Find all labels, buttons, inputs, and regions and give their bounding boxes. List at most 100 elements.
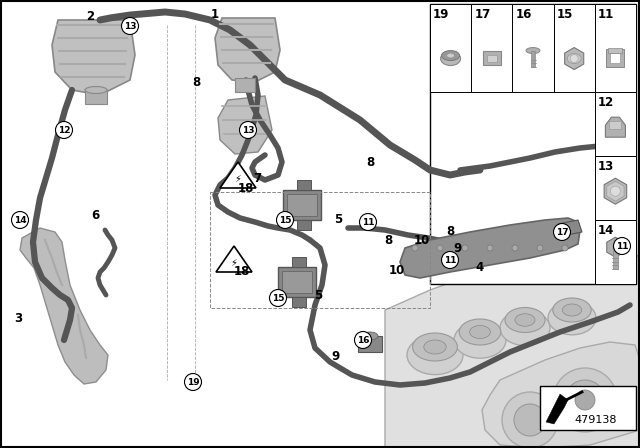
Circle shape [514, 404, 546, 436]
Ellipse shape [413, 333, 458, 361]
Text: 13: 13 [124, 22, 136, 30]
Text: 12: 12 [58, 125, 70, 134]
Text: 9: 9 [454, 241, 462, 254]
Circle shape [12, 211, 29, 228]
Bar [210, 192, 430, 308]
Circle shape [562, 245, 568, 251]
Circle shape [565, 380, 605, 420]
Bar [487, 55, 497, 61]
Circle shape [355, 332, 371, 349]
Text: 18: 18 [234, 264, 250, 277]
Text: 10: 10 [414, 233, 430, 246]
Circle shape [554, 224, 570, 241]
Polygon shape [20, 228, 108, 384]
Text: 11: 11 [598, 8, 614, 21]
Ellipse shape [500, 310, 550, 345]
Ellipse shape [548, 301, 596, 335]
Ellipse shape [460, 319, 501, 345]
Text: 6: 6 [91, 208, 99, 221]
Circle shape [502, 392, 558, 448]
Text: 15: 15 [272, 293, 284, 302]
Text: 15: 15 [557, 8, 573, 21]
Bar [430, 4, 471, 92]
Ellipse shape [515, 314, 535, 326]
Circle shape [512, 245, 518, 251]
Bar [287, 194, 317, 216]
Bar [430, 4, 636, 284]
Bar [297, 220, 311, 230]
Polygon shape [385, 250, 640, 448]
Polygon shape [605, 117, 625, 137]
Text: 19: 19 [433, 8, 449, 21]
Polygon shape [220, 162, 256, 188]
Polygon shape [52, 20, 135, 95]
Circle shape [269, 289, 287, 306]
Ellipse shape [553, 298, 591, 322]
Ellipse shape [407, 336, 463, 375]
Circle shape [239, 121, 257, 138]
Text: 12: 12 [598, 96, 614, 109]
Bar [609, 121, 621, 129]
Circle shape [437, 245, 443, 251]
Ellipse shape [442, 51, 460, 60]
Bar [282, 271, 312, 293]
Polygon shape [215, 18, 280, 82]
Text: 17: 17 [474, 8, 490, 21]
Text: 13: 13 [598, 160, 614, 173]
Circle shape [575, 390, 595, 410]
Polygon shape [400, 218, 580, 278]
Bar [540, 386, 636, 430]
Text: 11: 11 [362, 217, 374, 227]
Text: 7: 7 [253, 172, 261, 185]
Circle shape [611, 186, 620, 196]
Circle shape [487, 245, 493, 251]
Text: 17: 17 [556, 228, 568, 237]
Text: 18: 18 [238, 181, 254, 194]
Polygon shape [218, 96, 272, 154]
Circle shape [537, 245, 543, 251]
Text: 479138: 479138 [575, 415, 617, 425]
Text: 14: 14 [598, 224, 614, 237]
Ellipse shape [440, 52, 461, 65]
Text: 3: 3 [14, 311, 22, 324]
Circle shape [360, 214, 376, 231]
Text: 15: 15 [279, 215, 291, 224]
Ellipse shape [505, 307, 545, 332]
Ellipse shape [563, 304, 582, 316]
Circle shape [56, 121, 72, 138]
Text: 16: 16 [356, 336, 369, 345]
Circle shape [570, 55, 578, 63]
Bar [235, 78, 255, 92]
Text: 8: 8 [384, 233, 392, 246]
Ellipse shape [85, 86, 107, 94]
Polygon shape [482, 342, 640, 448]
Circle shape [186, 375, 200, 389]
Text: 4: 4 [476, 260, 484, 273]
Circle shape [462, 245, 468, 251]
Bar [513, 4, 554, 92]
Circle shape [184, 374, 202, 391]
Bar [292, 297, 306, 307]
Text: 14: 14 [13, 215, 26, 224]
Bar [471, 4, 513, 92]
Polygon shape [546, 394, 568, 424]
Ellipse shape [526, 47, 540, 54]
Circle shape [412, 245, 418, 251]
Bar [292, 257, 306, 267]
Bar [595, 220, 636, 284]
Text: 1: 1 [211, 8, 219, 21]
Text: 13: 13 [242, 125, 254, 134]
Bar [611, 52, 620, 63]
Text: 11: 11 [444, 255, 456, 264]
Ellipse shape [362, 332, 378, 340]
Bar [595, 92, 636, 156]
Text: 19: 19 [187, 378, 199, 387]
Bar [595, 4, 636, 92]
Circle shape [614, 237, 630, 254]
Text: 16: 16 [515, 8, 532, 21]
Text: 9: 9 [332, 349, 340, 362]
Circle shape [190, 379, 196, 385]
Circle shape [122, 17, 138, 34]
Bar [483, 51, 501, 65]
Circle shape [442, 251, 458, 268]
